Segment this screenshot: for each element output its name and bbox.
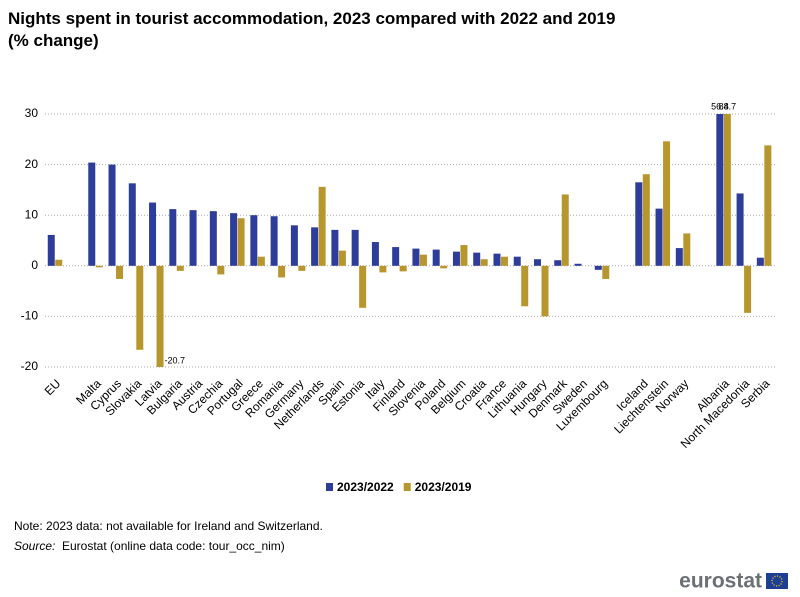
legend-label: 2023/2019: [415, 480, 472, 494]
y-tick-label: -10: [21, 309, 39, 323]
y-tick-label: 20: [25, 157, 39, 171]
bar: [371, 242, 379, 266]
bar: [533, 259, 541, 266]
x-tick-label: EU: [42, 376, 64, 398]
bar: [149, 202, 157, 266]
bar: [452, 251, 460, 266]
bar: [290, 225, 298, 266]
logo: eurostat: [679, 570, 762, 593]
bar: [169, 209, 177, 266]
bar: [176, 265, 184, 271]
bar: [128, 183, 136, 266]
bar: [541, 265, 549, 317]
eu-flag: [766, 573, 788, 589]
bar: [189, 210, 197, 266]
bar: [412, 248, 420, 266]
bar: [88, 162, 96, 266]
bar: [493, 253, 501, 266]
legend-swatch: [326, 483, 333, 491]
bar: [379, 265, 387, 273]
legend-swatch: [403, 483, 411, 491]
bar: [655, 208, 663, 266]
bar: [594, 265, 602, 270]
bar: [359, 265, 367, 308]
bar: [432, 249, 440, 266]
chart-title: Nights spent in tourist accommodation, 2…: [8, 9, 616, 50]
data-label: 84.7: [719, 101, 737, 111]
bar: [460, 245, 468, 266]
bar: [136, 265, 144, 350]
bar: [318, 186, 326, 266]
bar: [116, 265, 124, 279]
bar: [298, 265, 306, 271]
bar: [217, 265, 225, 275]
bar: [574, 263, 582, 266]
bar: [561, 194, 569, 266]
y-tick-label: 10: [25, 207, 39, 221]
bar: [250, 215, 258, 266]
bar: [675, 248, 683, 266]
bar: [554, 260, 562, 266]
bar: [278, 265, 286, 278]
source-label: Source:: [14, 539, 55, 553]
bar: [744, 265, 752, 313]
bar: [331, 229, 339, 266]
y-tick-label: 0: [31, 258, 38, 272]
bar: [351, 229, 359, 266]
eu-stars: [771, 575, 783, 587]
bar: [480, 259, 488, 266]
bar: [635, 182, 643, 266]
data-label: -20.7: [165, 355, 186, 365]
bar: [473, 252, 481, 266]
bar: [108, 164, 116, 266]
bar: [663, 141, 671, 266]
bar: [736, 193, 744, 266]
bar: [723, 114, 731, 266]
bar: [764, 145, 772, 266]
bar: [440, 265, 448, 269]
bar: [270, 216, 278, 266]
bar: [500, 256, 508, 266]
source: Eurostat (online data code: tour_occ_nim…: [62, 539, 285, 553]
bar: [419, 254, 427, 266]
data-label: 56.8: [711, 101, 729, 111]
bar: [237, 218, 245, 266]
bar: [683, 233, 691, 266]
bar: [399, 265, 407, 272]
bar: [95, 265, 103, 268]
bar: [756, 257, 764, 266]
bar: [513, 256, 521, 266]
legend-label: 2023/2022: [337, 480, 394, 494]
bar: [47, 234, 55, 266]
bar: [642, 174, 650, 266]
y-tick-label: 30: [25, 106, 39, 120]
bar: [230, 213, 238, 266]
bar: [257, 256, 265, 266]
bar: [716, 114, 724, 266]
bar: [338, 250, 346, 266]
bar: [602, 265, 610, 279]
note: Note: 2023 data: not available for Irela…: [14, 519, 323, 533]
bar: [521, 265, 529, 307]
bar: [209, 211, 217, 266]
bar: [55, 259, 63, 266]
bar: [311, 227, 319, 266]
bar: [392, 247, 400, 266]
bar: [156, 265, 164, 367]
y-tick-label: -20: [21, 359, 39, 373]
